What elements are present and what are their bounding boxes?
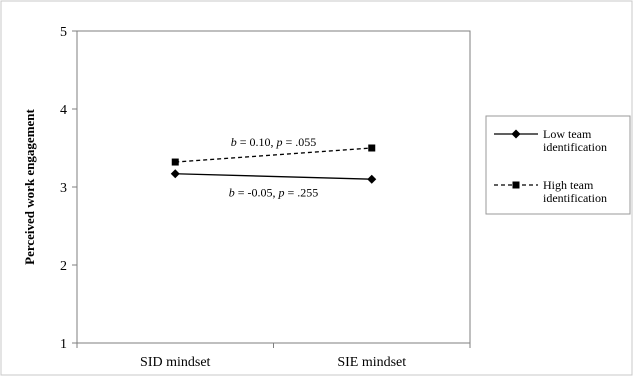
- axes-layer: 1 2 3 4 5 SID mindset SIE mindset Perceived wor…: [22, 25, 471, 370]
- y-tick-label: 2: [60, 259, 67, 274]
- annotation-part-p_label: p: [276, 135, 283, 149]
- annotation-part-b_label: b: [229, 185, 235, 199]
- series-line-1: [175, 147, 372, 163]
- annotation-part-text: = -0.05,: [235, 185, 279, 199]
- legend-box: [485, 115, 631, 215]
- legend-label-0: identification: [543, 140, 607, 154]
- legend-marker-0: [511, 129, 521, 139]
- plot-area: [76, 30, 471, 344]
- slope-annotation-0: b = -0.05, p = .255: [229, 185, 319, 199]
- x-tick-label: SIE mindset: [337, 355, 406, 370]
- slope-annotation-1: b = 0.10, p = .055: [231, 135, 317, 149]
- y-axis-label: Perceived work engagement: [22, 108, 37, 264]
- y-tick-label: 5: [60, 25, 67, 40]
- annotation-part-text: = 0.10,: [237, 135, 277, 149]
- y-tick-label: 1: [60, 337, 67, 352]
- data-point-1-1: [368, 144, 376, 152]
- annotation-part-value: = .055: [283, 135, 317, 149]
- annotation-part-p_label: p: [277, 185, 284, 199]
- legend-marker-1: [512, 181, 520, 189]
- data-point-1-0: [171, 158, 179, 166]
- y-tick-label: 4: [60, 103, 67, 118]
- x-tick-label: SID mindset: [140, 355, 211, 370]
- y-tick-label: 3: [60, 181, 67, 196]
- data-point-0-1: [367, 174, 377, 184]
- annotation-part-b_label: b: [231, 135, 237, 149]
- legend-label-1: identification: [543, 191, 607, 205]
- data-point-0-0: [170, 169, 180, 179]
- legend-label-0: Low team: [543, 127, 592, 141]
- annotation-part-value: = .255: [284, 185, 318, 199]
- legend-label-1: High team: [543, 178, 594, 192]
- series-line-0: [175, 173, 372, 180]
- series-layer: [170, 144, 377, 184]
